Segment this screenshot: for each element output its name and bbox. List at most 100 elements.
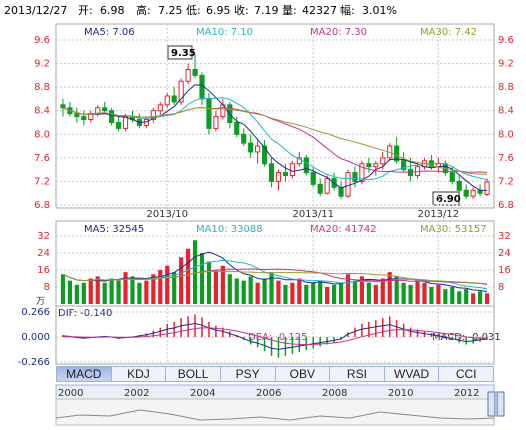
volume-bar — [241, 280, 246, 304]
price-tick-right: 9.6 — [498, 35, 514, 46]
macd-tick-left: 0.000 — [21, 332, 50, 343]
volume-bar — [248, 276, 253, 304]
volume-unit: 万 — [36, 297, 45, 307]
range-handle-left[interactable] — [487, 391, 496, 417]
volume-bar — [436, 284, 441, 304]
volume-bar — [450, 287, 455, 304]
price-legend-ma10: MA10: 7.10 — [196, 27, 253, 38]
volume-bar — [366, 282, 371, 304]
ma5-line — [62, 84, 488, 191]
timeline-year: 2012 — [454, 388, 479, 399]
volume-bar — [74, 284, 79, 304]
volume-bar — [144, 280, 149, 304]
volume-bar — [151, 274, 156, 304]
volume-bar — [67, 280, 72, 304]
volume-tick-right: 32 — [498, 231, 511, 242]
tab-cci[interactable]: CCI — [455, 367, 477, 381]
volume-bar — [373, 284, 378, 304]
candle-body — [234, 122, 240, 135]
candle-body — [60, 104, 66, 109]
volume-bar — [199, 253, 205, 304]
candle-body — [456, 180, 462, 191]
volume-bar — [478, 291, 483, 304]
candle-body — [296, 157, 302, 165]
price-legend-ma30: MA30: 7.42 — [420, 27, 477, 38]
tab-rsi[interactable]: RSI — [330, 367, 385, 381]
tab-obv[interactable]: OBV — [276, 367, 331, 381]
indicator-tabs: MACD KDJ BOLL PSY OBV RSI WVAD CCI — [56, 366, 494, 382]
candle-body — [248, 142, 254, 153]
candle-body — [463, 189, 469, 197]
price-legend-ma5: MA5: 7.06 — [84, 27, 135, 38]
volume-bar — [206, 261, 212, 304]
overview-line — [55, 409, 495, 421]
price-tick-right: 7.2 — [498, 176, 514, 187]
candle-body — [192, 68, 198, 76]
volume-bar — [422, 282, 427, 304]
candle-body — [407, 169, 414, 177]
header-low: 6.95 — [206, 4, 231, 17]
candle-body — [115, 122, 122, 129]
volume-tick-left: 8 — [44, 282, 50, 293]
date-tick: 2013/10 — [146, 209, 188, 220]
volume-bar — [116, 280, 121, 304]
volume-bar — [338, 282, 344, 304]
volume-bar — [109, 278, 114, 304]
price-tick-right: 8.4 — [498, 106, 514, 117]
candle-body — [268, 163, 275, 182]
tab-kdj[interactable]: KDJ — [112, 367, 167, 381]
candle-body — [303, 157, 309, 174]
tab-wvad[interactable]: WVAD — [385, 367, 440, 381]
price-tick-right: 7.6 — [498, 153, 514, 164]
price-tick-left: 7.2 — [34, 176, 50, 187]
timeline-year: 2008 — [322, 388, 347, 399]
candle-body — [206, 98, 212, 129]
volume-bar — [325, 287, 330, 304]
volume-ma30-line — [62, 270, 488, 285]
candle-body — [74, 113, 80, 118]
candle-body — [338, 186, 344, 197]
volume-bar — [123, 272, 128, 304]
volume-bar — [457, 291, 462, 304]
dea-line — [62, 327, 488, 346]
volume-bar — [130, 276, 135, 304]
macd-tick-left: 0.266 — [21, 307, 50, 318]
volume-bar — [311, 282, 316, 304]
tab-psy[interactable]: PSY — [221, 367, 276, 381]
volume-legend-ma5: MA5: 32545 — [84, 224, 144, 235]
candle-body — [178, 80, 184, 103]
candle-body — [317, 183, 323, 194]
candle-body — [373, 163, 379, 168]
volume-bar — [158, 270, 163, 304]
svg-text:6.90: 6.90 — [436, 194, 461, 205]
volume-tick-right: 16 — [498, 265, 511, 276]
overview-strip[interactable] — [55, 398, 495, 426]
header-change-label: 幅: — [340, 4, 355, 17]
tab-boll[interactable]: BOLL — [166, 367, 221, 381]
candle-body — [324, 177, 330, 194]
ma30-line — [62, 107, 488, 175]
candle-body — [282, 172, 289, 177]
timeline-year: 2004 — [190, 388, 215, 399]
candle-body — [449, 172, 455, 182]
range-handle-right[interactable] — [496, 391, 505, 417]
candle-body — [394, 145, 400, 162]
volume-bar — [443, 289, 448, 304]
price-tick-right: 8.0 — [498, 129, 514, 140]
svg-text:9.35: 9.35 — [171, 48, 196, 59]
volume-tick-right: 24 — [498, 248, 511, 259]
ma10-line — [62, 97, 488, 181]
price-tick-left: 9.2 — [34, 59, 50, 70]
volume-bar — [137, 282, 142, 304]
volume-bar — [380, 278, 385, 304]
candle-body — [185, 68, 191, 82]
candle-body — [366, 163, 372, 168]
header-close-label: 收: — [234, 3, 249, 17]
volume-bar — [345, 274, 351, 304]
volume-bar — [186, 248, 191, 304]
volume-bar — [429, 287, 434, 304]
volume-bar — [304, 284, 309, 304]
price-tick-right: 6.8 — [498, 200, 514, 211]
header-volume: 42327 — [302, 4, 337, 17]
tab-macd[interactable]: MACD — [57, 367, 112, 381]
